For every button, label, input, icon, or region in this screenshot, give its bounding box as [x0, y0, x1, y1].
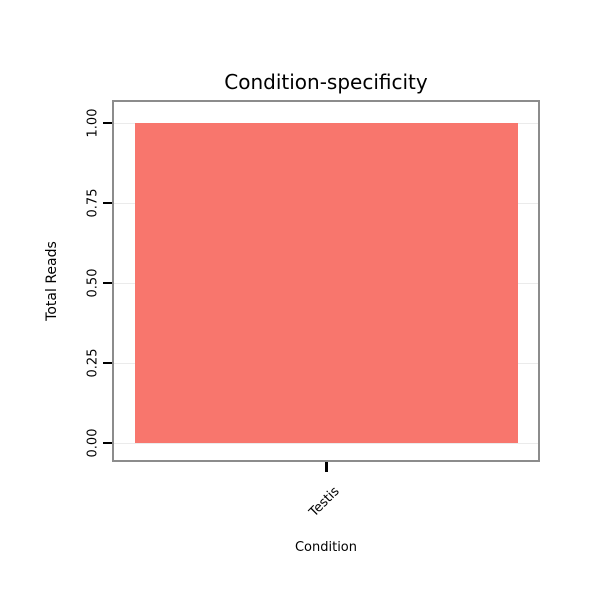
y-axis-title-text: Total Reads [44, 241, 60, 321]
y-tick-label-text: 0.50 [85, 268, 101, 298]
y-tick-label-text: 1.00 [85, 108, 101, 138]
plot-panel [112, 100, 540, 462]
gridline [114, 443, 538, 444]
x-axis-title: Condition [294, 540, 358, 555]
chart-title: Condition-specificity [224, 70, 428, 94]
y-tick-label-text: 0.00 [85, 428, 101, 458]
y-tick-label-text: 0.75 [85, 188, 101, 218]
bar-testis [135, 123, 518, 443]
y-tick-mark [103, 362, 112, 364]
y-tick-mark [103, 442, 112, 444]
x-tick-label-text: Testis [306, 484, 343, 521]
y-tick-mark [103, 122, 112, 124]
y-tick-mark [103, 202, 112, 204]
y-tick-label-text: 0.25 [85, 348, 101, 378]
y-tick-mark [103, 282, 112, 284]
x-tick-mark [325, 462, 328, 472]
